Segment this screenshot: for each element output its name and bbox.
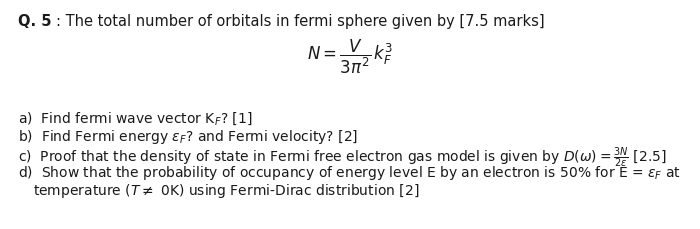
Text: c)  Proof that the density of state in Fermi free electron gas model is given by: c) Proof that the density of state in Fe…: [18, 146, 667, 170]
Text: Q. 5: Q. 5: [18, 14, 52, 29]
Text: $N = \dfrac{V}{3\pi^2}\,k_F^3$: $N = \dfrac{V}{3\pi^2}\,k_F^3$: [307, 38, 393, 76]
Text: a)  Find fermi wave vector K$_F$? [1]: a) Find fermi wave vector K$_F$? [1]: [18, 110, 253, 127]
Text: temperature ($T \neq$ 0K) using Fermi-Dirac distribution [2]: temperature ($T \neq$ 0K) using Fermi-Di…: [33, 182, 419, 200]
Text: b)  Find Fermi energy $\varepsilon_F$? and Fermi velocity? [2]: b) Find Fermi energy $\varepsilon_F$? an…: [18, 128, 358, 146]
Text: : The total number of orbitals in fermi sphere given by [7.5 marks]: : The total number of orbitals in fermi …: [56, 14, 545, 29]
Text: d)  Show that the probability of occupancy of energy level E by an electron is 5: d) Show that the probability of occupanc…: [18, 164, 681, 182]
